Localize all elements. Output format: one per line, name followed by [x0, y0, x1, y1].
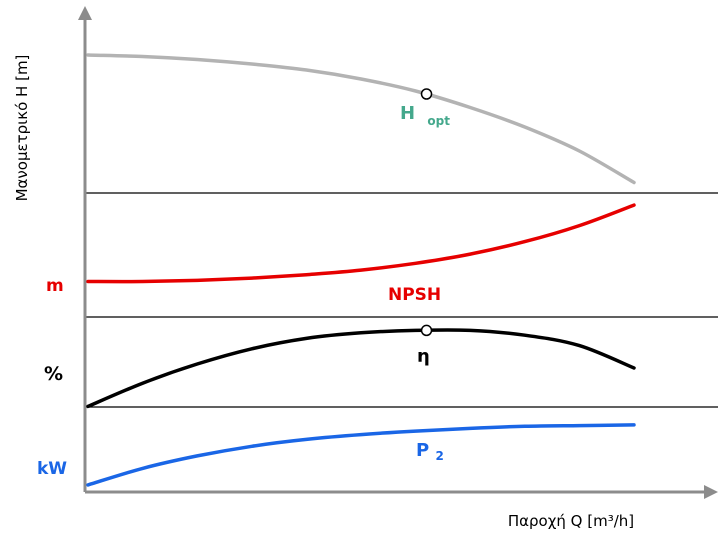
series-label-h-opt: H opt — [400, 103, 450, 128]
series-label-p-subscript: 2 — [435, 449, 443, 463]
unit-label-npsh: m — [46, 276, 64, 296]
series-label-h-subscript: opt — [427, 114, 450, 128]
unit-label-efficiency: % — [44, 363, 63, 385]
curve-efficiency — [86, 328, 636, 409]
curve-npsh — [86, 203, 636, 284]
series-label-p-main: P — [416, 440, 429, 461]
unit-label-power: kW — [37, 459, 67, 479]
x-axis-arrow-icon — [704, 485, 718, 499]
series-label-npsh: NPSH — [388, 285, 441, 305]
y-axis-arrow-icon — [78, 6, 92, 20]
curve-head — [86, 53, 636, 185]
y-axis-label: Μανομετρικό Η [m] — [13, 55, 31, 202]
axes — [78, 6, 718, 499]
series-label-eta: η — [417, 346, 430, 367]
series-label-p2: P 2 — [416, 440, 444, 463]
panel-separators — [85, 192, 718, 408]
curve-power — [86, 423, 636, 487]
x-axis-label: Παροχή Q [m³/h] — [508, 512, 634, 530]
opt-point-marker-head — [420, 88, 433, 100]
opt-markers — [420, 88, 433, 337]
opt-point-marker-efficiency — [420, 324, 433, 337]
series-label-h-main: H — [400, 103, 415, 124]
curves — [86, 53, 636, 487]
